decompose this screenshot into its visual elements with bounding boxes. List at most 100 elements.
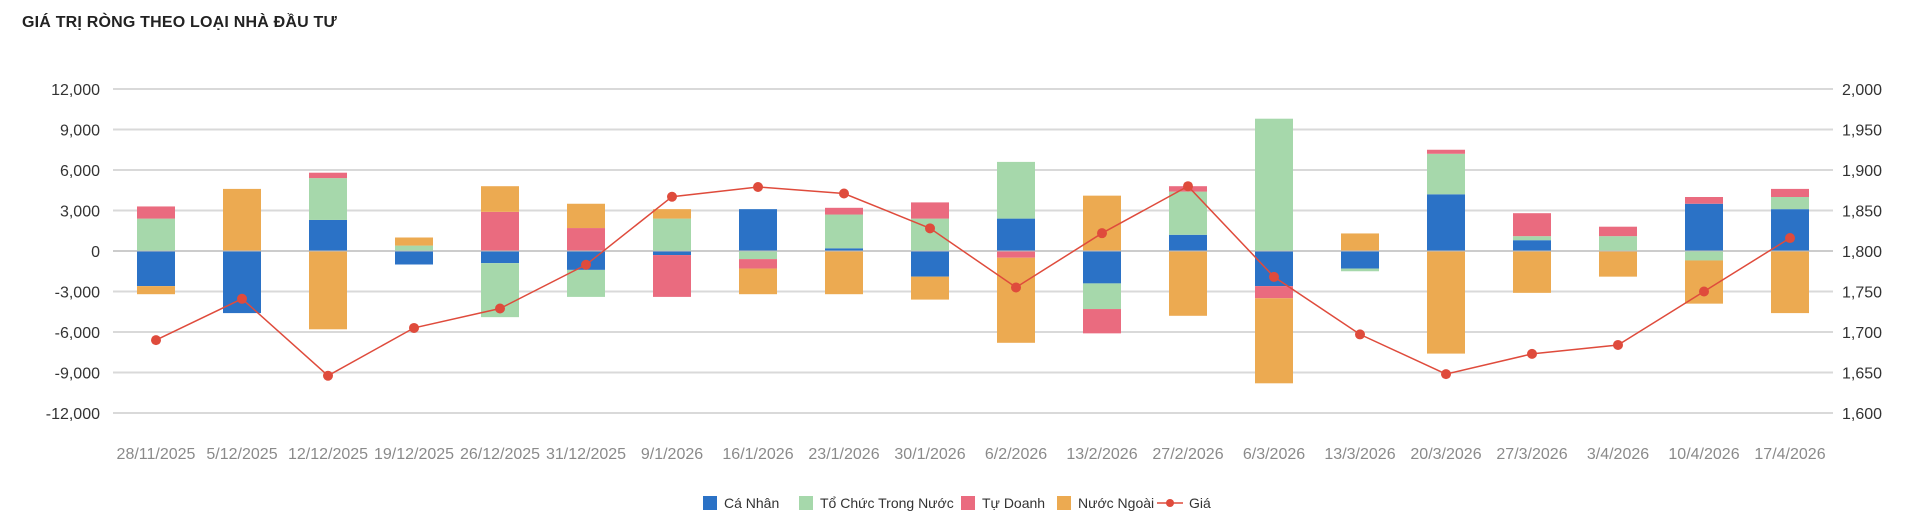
y-right-tick-label: 1,600 <box>1842 406 1882 423</box>
bar-segment <box>739 251 777 260</box>
bar-segment <box>825 251 863 295</box>
x-tick-label: 10/4/2026 <box>1668 446 1739 463</box>
bar-segment <box>1427 194 1465 251</box>
bar-segment <box>395 251 433 265</box>
x-tick-label: 9/1/2026 <box>641 446 703 463</box>
bar-segment <box>1255 118 1293 251</box>
bar-segment <box>567 228 605 251</box>
x-tick-label: 5/12/2025 <box>206 446 277 463</box>
bar-segment <box>1083 309 1121 334</box>
bar-segment <box>137 251 175 287</box>
bar-segment <box>825 214 863 249</box>
price-point <box>323 370 333 381</box>
bar-segment <box>1341 251 1379 269</box>
y-left-tick-label: 9,000 <box>60 123 100 140</box>
bar-segment <box>309 178 347 220</box>
bar-segment <box>653 209 691 219</box>
bar-segment <box>481 186 519 212</box>
price-point <box>1613 339 1623 350</box>
bar-segment <box>1083 251 1121 284</box>
bar-segment <box>1169 251 1207 316</box>
bar-segment <box>395 237 433 246</box>
legend-label: Cá Nhân <box>724 495 779 511</box>
bar-segment <box>1685 260 1723 304</box>
bar-segment <box>1169 234 1207 251</box>
legend-label: Tổ Chức Trong Nước <box>820 495 954 511</box>
bar-segment <box>1255 286 1293 299</box>
bar-segment <box>1427 153 1465 195</box>
bar-segment <box>309 251 347 330</box>
y-right-tick-label: 1,750 <box>1842 285 1882 302</box>
price-point <box>495 303 505 314</box>
price-point <box>925 223 935 234</box>
bar-segment <box>137 218 175 251</box>
bar-segment <box>1513 236 1551 241</box>
y-left-tick-label: 12,000 <box>51 82 100 99</box>
y-right-tick-label: 1,650 <box>1842 366 1882 383</box>
y-left-tick-label: 3,000 <box>60 204 100 221</box>
bar-segment <box>1599 251 1637 277</box>
bar-segment <box>1771 209 1809 251</box>
x-tick-label: 26/12/2025 <box>460 446 540 463</box>
bar-segment <box>997 257 1035 343</box>
bar-segment <box>1083 283 1121 310</box>
bar-segment <box>653 218 691 251</box>
bar-segment <box>911 202 949 219</box>
y-left-tick-label: 0 <box>91 244 100 261</box>
x-tick-label: 6/3/2026 <box>1243 446 1305 463</box>
bar-segment <box>395 245 433 251</box>
bar-segment <box>223 188 261 251</box>
price-line <box>155 185 1791 377</box>
bar-segment <box>137 206 175 219</box>
legend-swatch <box>961 496 975 510</box>
price-point <box>1011 282 1021 293</box>
y-left-tick-label: -12,000 <box>46 406 100 423</box>
bar-segment <box>739 209 777 251</box>
price-point <box>581 259 591 270</box>
bar-segment <box>1341 233 1379 251</box>
price-point <box>839 188 849 199</box>
bar-segment <box>1427 251 1465 354</box>
bar-segment <box>137 286 175 295</box>
x-tick-label: 16/1/2026 <box>722 446 793 463</box>
chart-title: GIÁ TRỊ RÒNG THEO LOẠI NHÀ ĐẦU TƯ <box>22 14 337 31</box>
bar-segment <box>653 251 691 256</box>
legend-marker <box>1166 499 1174 507</box>
x-tick-label: 27/2/2026 <box>1152 446 1223 463</box>
x-tick-label: 6/2/2026 <box>985 446 1047 463</box>
y-right-tick-label: 1,900 <box>1842 163 1882 180</box>
bar-segment <box>825 248 863 251</box>
price-point <box>1441 369 1451 380</box>
price-point <box>1097 228 1107 239</box>
y-left-tick-label: -3,000 <box>55 285 100 302</box>
y-left-tick-label: -9,000 <box>55 366 100 383</box>
x-tick-label: 31/12/2025 <box>546 446 626 463</box>
bar-segment <box>911 276 949 300</box>
bar-segment <box>567 203 605 229</box>
price-point <box>753 182 763 193</box>
bar-segment <box>1771 197 1809 210</box>
bar-segment <box>825 207 863 215</box>
bar-segment <box>1513 251 1551 293</box>
price-point <box>237 293 247 304</box>
price-point <box>1355 329 1365 340</box>
bar-segment <box>1771 188 1809 197</box>
x-tick-label: 27/3/2026 <box>1496 446 1567 463</box>
bar-segment <box>1599 236 1637 251</box>
x-tick-label: 17/4/2026 <box>1754 446 1825 463</box>
bar-segment <box>1685 197 1723 204</box>
price-point <box>1183 181 1193 192</box>
bar-segment <box>1771 251 1809 314</box>
bar-segment <box>1083 195 1121 251</box>
x-tick-label: 3/4/2026 <box>1587 446 1649 463</box>
bar-segment <box>481 211 519 251</box>
x-tick-label: 20/3/2026 <box>1410 446 1481 463</box>
bar-segment <box>739 268 777 295</box>
bar-segment <box>997 251 1035 258</box>
bar-segment <box>739 259 777 269</box>
bar-segment <box>1255 298 1293 384</box>
legend-label: Giá <box>1189 495 1211 511</box>
x-tick-label: 12/12/2025 <box>288 446 368 463</box>
bar-segment <box>1599 226 1637 237</box>
